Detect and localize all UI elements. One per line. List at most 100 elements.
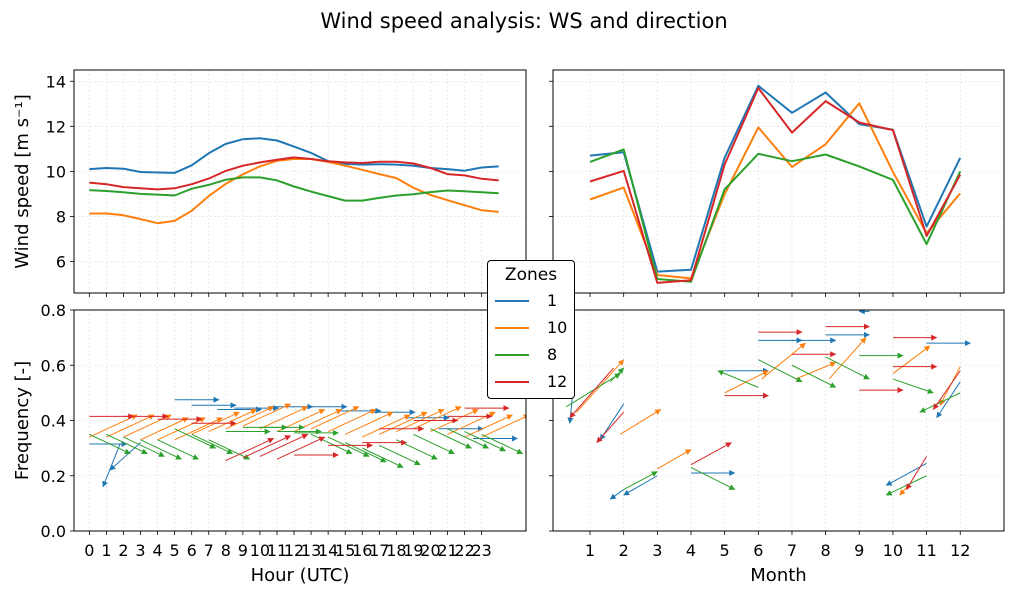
legend-label-10: 10	[547, 318, 568, 337]
y-axis-label: Frequency [-]	[12, 361, 33, 480]
arrow-8	[464, 431, 506, 452]
arrow-10	[362, 414, 411, 438]
arrow-12	[905, 456, 928, 490]
series-line-10	[589, 102, 961, 280]
arrow-8	[566, 373, 621, 408]
x-tick-label: 19	[403, 541, 423, 560]
arrow-8	[791, 364, 837, 388]
arrow-8	[609, 367, 625, 383]
arrow-8	[140, 439, 182, 460]
x-tick-label: 13	[301, 541, 321, 560]
arrow-10	[657, 449, 692, 470]
arrow-12	[276, 436, 326, 460]
x-tick-label: 12	[950, 541, 970, 560]
arrow-8	[430, 428, 472, 449]
plot-area	[589, 84, 962, 284]
y-tick-label: 0.2	[41, 467, 66, 486]
x-tick-label: 9	[854, 541, 864, 560]
x-tick-label: 22	[454, 541, 474, 560]
arrow-10	[724, 370, 769, 394]
plot-area	[566, 310, 971, 500]
x-tick-label: 8	[221, 541, 231, 560]
ticks	[70, 309, 483, 535]
series-line-12	[89, 156, 499, 191]
arrow-10	[174, 417, 223, 441]
arrow-12	[259, 433, 309, 457]
y-tick-label: 0.6	[41, 356, 66, 375]
arrow-12	[596, 411, 625, 443]
axes-frame	[73, 69, 527, 294]
x-tick-label: 18	[386, 541, 406, 560]
y-tick-label: 8	[56, 207, 66, 226]
x-tick-label: 9	[238, 541, 248, 560]
x-tick-label: 1	[101, 541, 111, 560]
x-tick-label: 3	[135, 541, 145, 560]
legend-swatch-10	[495, 326, 529, 329]
panel-bottom-left: 0 1 2 3 4 5 6 7 8 9 10111213141516171819202122230.…	[12, 301, 527, 586]
axes-frame	[552, 309, 1005, 532]
y-tick-label: 10	[46, 162, 66, 181]
arrow-10	[140, 417, 189, 441]
arrow-8	[717, 370, 759, 388]
arrow-10	[828, 337, 867, 380]
arrow-12	[569, 367, 614, 419]
arrow-12	[690, 442, 732, 466]
y-tick-label: 14	[46, 72, 66, 91]
x-tick-label: 8	[821, 541, 831, 560]
arrow-8	[123, 436, 165, 457]
y-tick-label: 0.0	[41, 522, 66, 541]
arrow-10	[761, 342, 806, 380]
x-tick-label: 20	[420, 541, 440, 560]
arrow-8	[208, 439, 251, 460]
arrow-8	[623, 471, 658, 491]
legend-title: Zones	[504, 265, 558, 285]
x-tick-label: 10	[250, 541, 270, 560]
x-tick-label: 3	[652, 541, 662, 560]
arrow-8	[447, 428, 489, 449]
y-tick-label: 0.8	[41, 301, 66, 320]
grid	[553, 70, 1004, 293]
x-tick-label: 17	[369, 541, 389, 560]
axes-frame	[552, 69, 1005, 294]
x-tick-label: 2	[118, 541, 128, 560]
y-tick-label: 6	[56, 252, 66, 271]
arrow-10	[344, 411, 394, 435]
arrow-10	[620, 409, 662, 435]
arrow-12	[225, 438, 275, 462]
x-tick-label: 12	[284, 541, 304, 560]
legend-label-8: 8	[547, 345, 558, 364]
x-tick-label: 11	[267, 541, 287, 560]
plot-area	[89, 396, 526, 488]
x-axis-label: Month	[750, 565, 806, 586]
arrow-10	[447, 411, 496, 435]
arrow-8	[310, 433, 353, 455]
x-tick-label: 6	[187, 541, 197, 560]
arrow-1	[609, 489, 624, 500]
arrow-1	[109, 442, 141, 471]
x-tick-label: 7	[204, 541, 214, 560]
x-tick-label: 4	[686, 541, 696, 560]
arrow-8	[362, 447, 404, 468]
legend-label-1: 1	[547, 291, 558, 310]
panel-top-right	[549, 69, 1005, 297]
series-line-8	[89, 176, 499, 202]
arrow-8	[481, 433, 524, 455]
axes-frame	[73, 309, 527, 532]
legend-swatch-1	[495, 299, 529, 302]
x-tick-label: 6	[753, 541, 763, 560]
x-tick-label: 5	[170, 541, 180, 560]
panel-top-left: 6 8 10 12 14 Wind speed [m s⁻¹]	[12, 69, 527, 297]
grid	[74, 70, 526, 293]
arrow-10	[106, 414, 155, 438]
arrow-8	[379, 444, 421, 466]
legend-item-1: 1	[488, 287, 574, 314]
arrow-1	[936, 381, 961, 419]
x-tick-label: 11	[916, 541, 936, 560]
arrow-8	[174, 428, 217, 449]
arrow-12	[932, 370, 961, 410]
legend: Zones 1 10 8 12	[487, 260, 575, 399]
x-tick-label: 2	[619, 541, 629, 560]
arrow-8	[413, 433, 455, 455]
arrow-10	[242, 403, 292, 427]
